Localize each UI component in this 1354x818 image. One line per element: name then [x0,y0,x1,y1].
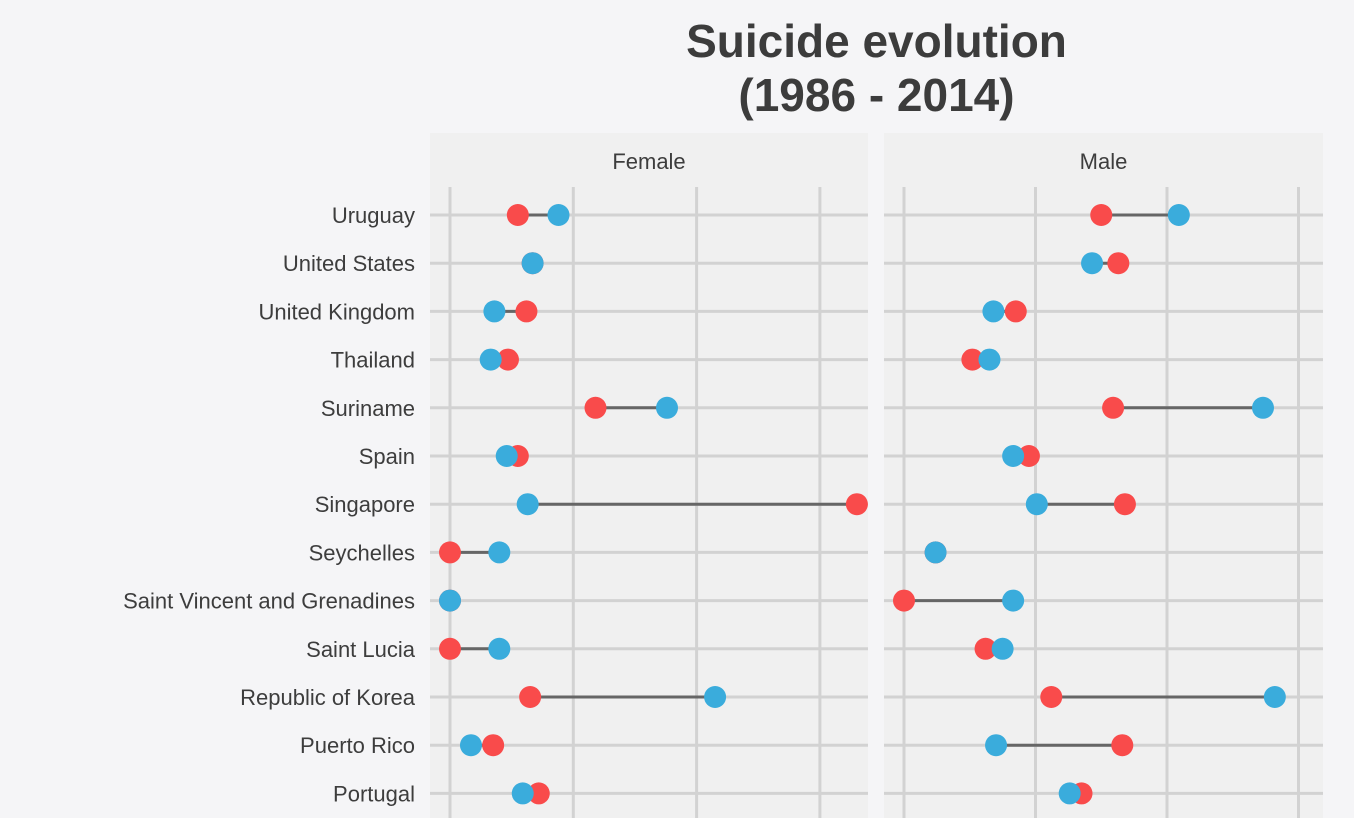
point-start [845,493,868,516]
point-end [495,445,518,467]
panel-female [430,133,868,818]
category-label: United States [283,251,415,276]
point-start [519,686,542,708]
point-end [516,493,539,516]
point-end [1002,445,1025,467]
category-label: Suriname [321,396,415,421]
point-end [704,686,727,708]
point-end [1081,252,1104,275]
point-end [1167,204,1190,226]
panel-male [884,133,1323,818]
point-end [1002,589,1025,612]
point-end [985,734,1008,757]
point-start [515,300,538,323]
point-start [527,782,550,805]
chart-title-line-2: (1986 - 2014) [738,69,1015,121]
point-end [479,348,502,371]
point-end [924,541,947,564]
category-label: Puerto Rico [300,733,415,758]
point-start [1017,445,1040,467]
point-end [1058,782,1081,805]
category-label: Seychelles [309,540,415,565]
point-end [978,348,1001,371]
category-label: Spain [359,444,415,469]
point-end [459,734,482,757]
category-label: United Kingdom [258,299,415,324]
point-start [1102,396,1125,419]
point-start [1107,252,1130,275]
category-label: Uruguay [332,203,415,228]
point-end [656,396,679,419]
point-start [439,541,461,564]
point-end [1025,493,1048,516]
category-label: Portugal [333,781,415,806]
facet-label-female: Female [612,149,685,174]
chart-title: Suicide evolution (1986 - 2014) [430,14,1323,122]
point-start [439,637,461,660]
point-end [547,204,570,226]
point-end [483,300,506,323]
category-label: Singapore [315,492,415,517]
point-end [439,589,461,612]
point-start [961,348,984,371]
facet-label-male: Male [1080,149,1128,174]
point-start [1004,300,1027,323]
point-end [1251,396,1274,419]
point-start [1090,204,1113,226]
point-start [584,396,607,419]
category-label: Saint Lucia [306,637,416,662]
category-label: Saint Vincent and Grenadines [123,589,415,614]
point-end [991,637,1014,660]
point-start [1040,686,1063,708]
point-end [521,252,544,275]
point-start [974,637,997,660]
chart-title-line-1: Suicide evolution [686,15,1067,67]
point-start [506,204,529,226]
point-start [1113,493,1136,516]
point-start [1111,734,1134,757]
category-label: Republic of Korea [240,685,416,710]
point-end [1263,686,1286,708]
point-end [488,637,511,660]
point-end [982,300,1005,323]
point-start [893,589,915,612]
point-end [488,541,511,564]
category-label: Thailand [331,348,415,373]
point-end [511,782,534,805]
point-start [482,734,505,757]
point-start [496,348,519,371]
